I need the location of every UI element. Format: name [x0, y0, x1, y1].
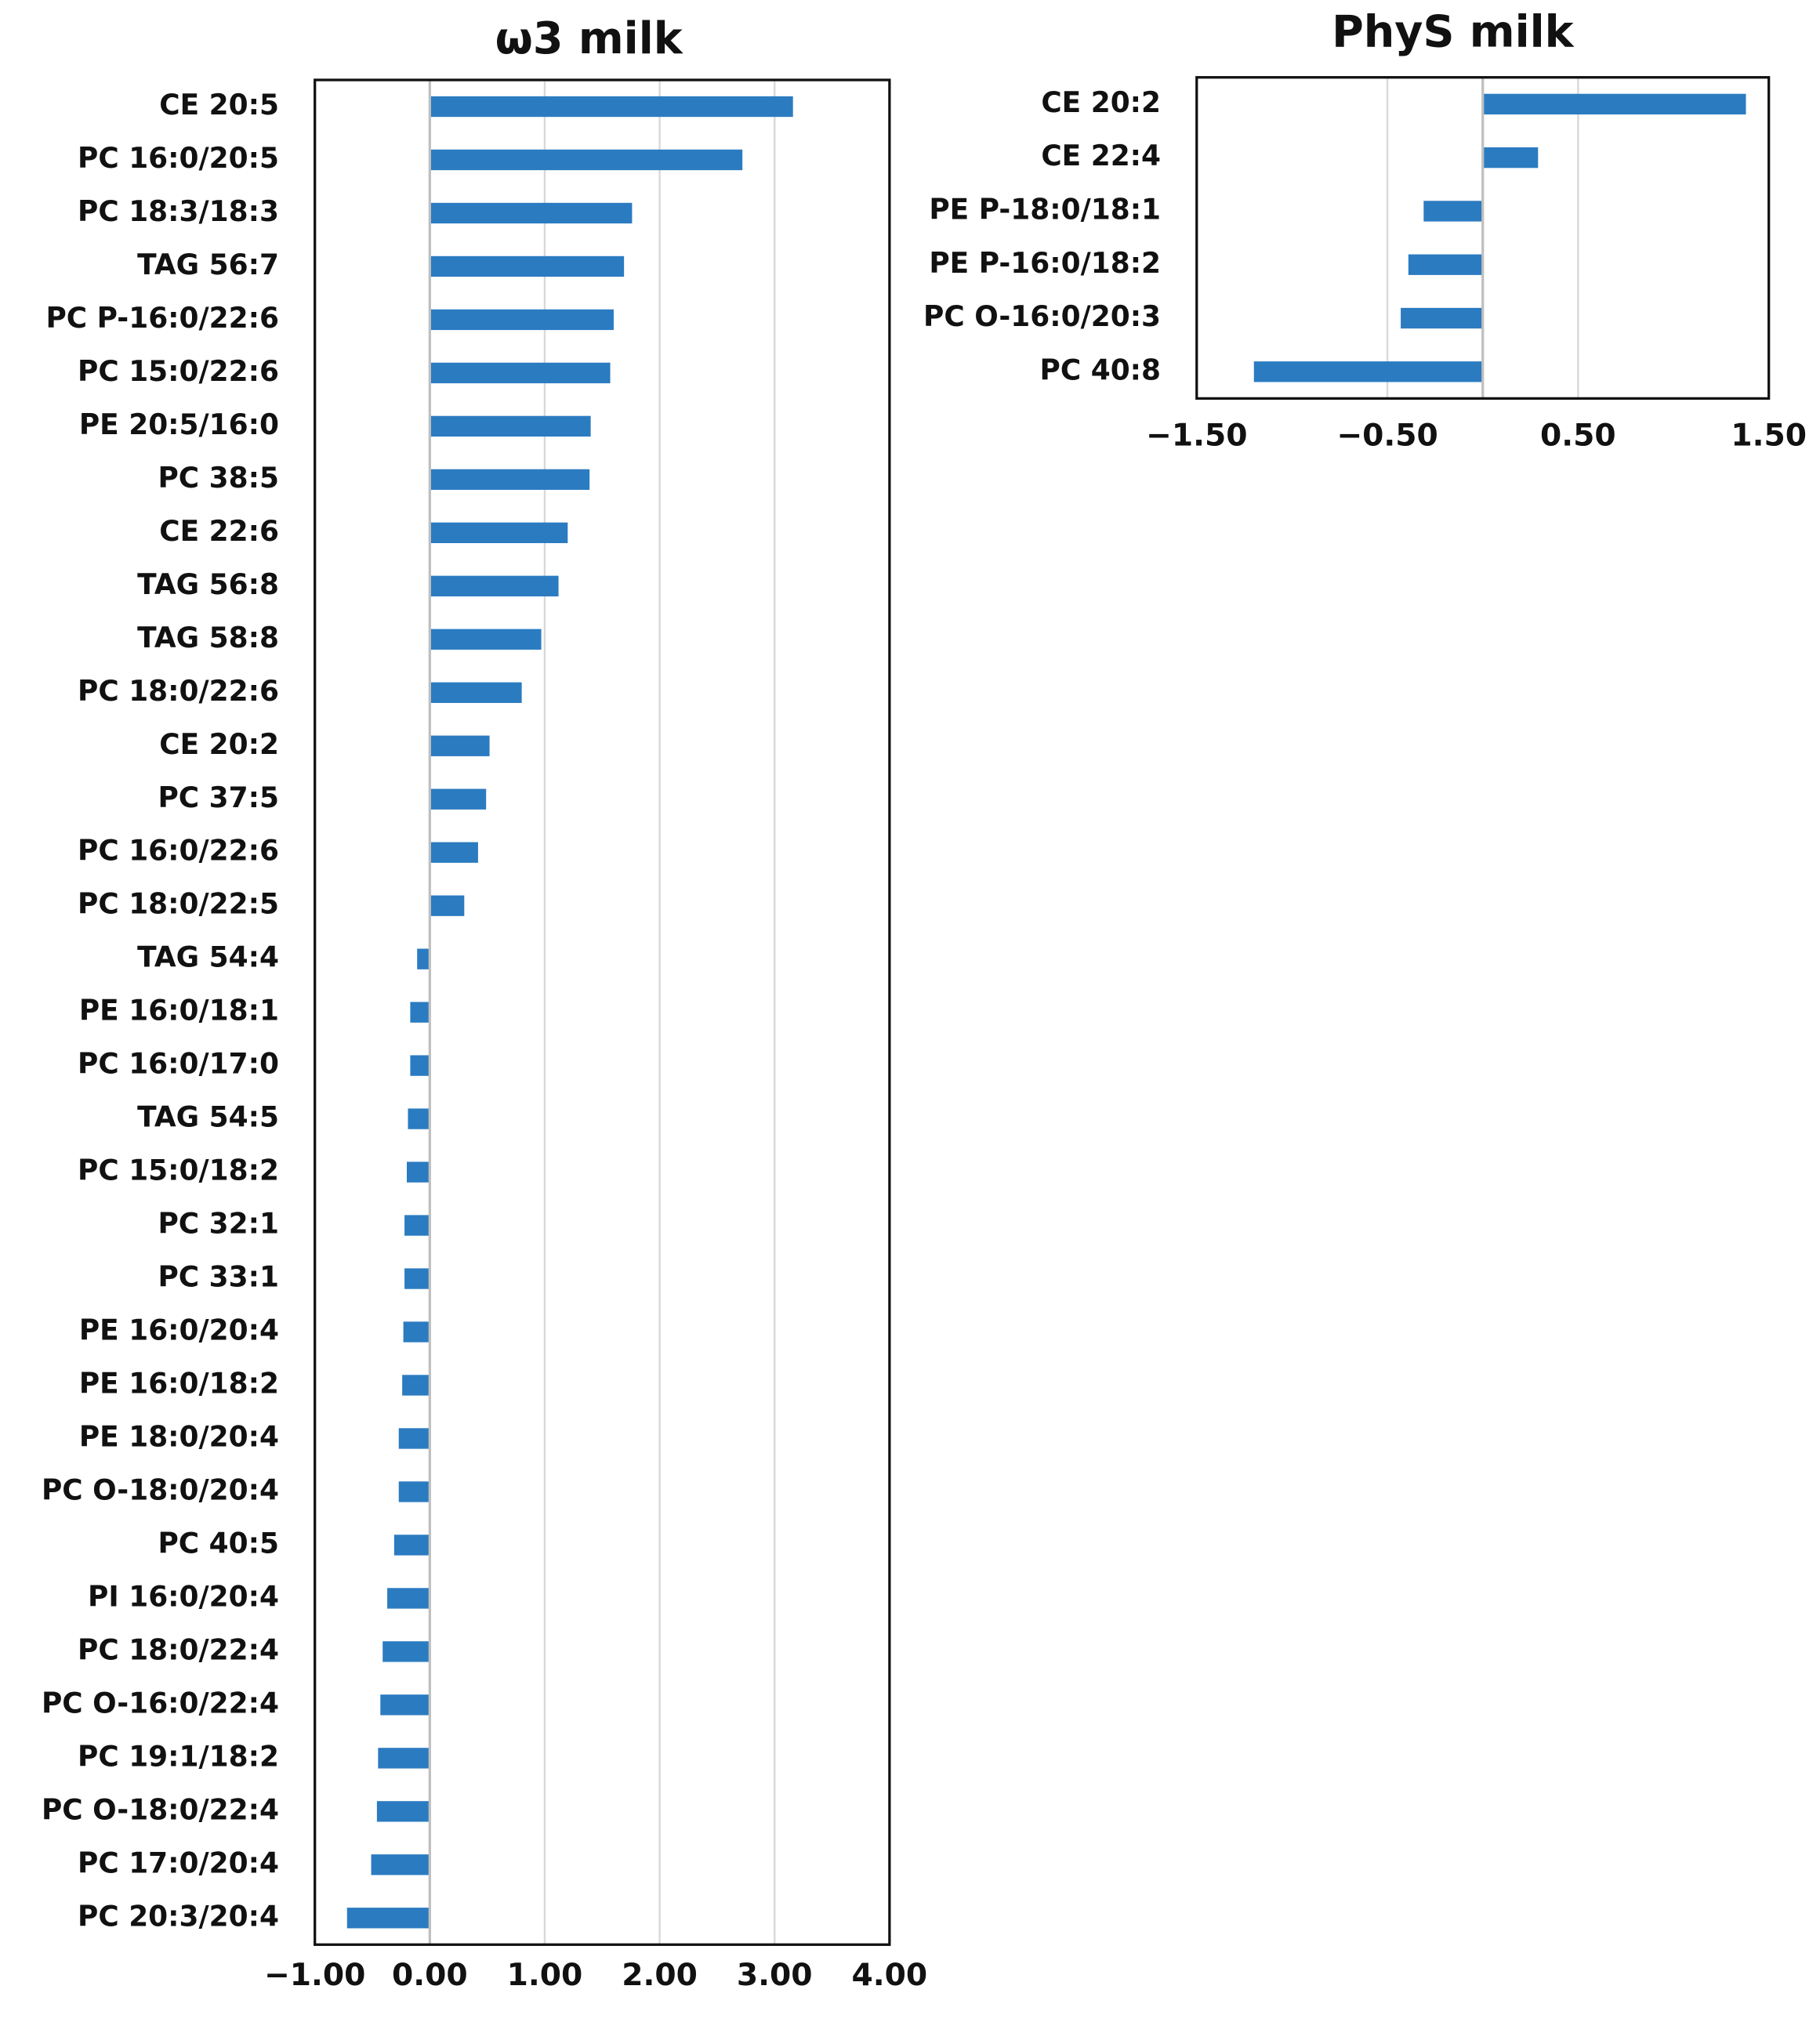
y-tick-label: PC 16:0/17:0: [78, 1048, 279, 1081]
y-tick-label: PC P-16:0/22:6: [45, 302, 279, 335]
y-tick-label: PC 16:0/20:5: [78, 142, 279, 175]
bar: [371, 1854, 430, 1875]
bar: [430, 682, 522, 703]
bar: [398, 1481, 430, 1502]
bar: [1482, 147, 1539, 168]
x-tick-label: −1.00: [264, 1957, 366, 1993]
bar: [382, 1641, 430, 1662]
bar: [393, 1535, 430, 1556]
y-tick-label: PE 16:0/20:4: [79, 1314, 279, 1346]
bar: [417, 948, 430, 969]
bar: [430, 362, 611, 384]
bar: [408, 1108, 430, 1129]
y-tick-label: PC O-16:0/22:4: [42, 1687, 279, 1719]
bar: [430, 575, 559, 596]
y-tick-label: PI 16:0/20:4: [88, 1580, 279, 1613]
y-tick-label: CE 22:4: [1041, 140, 1161, 172]
x-tick-label: 1.50: [1731, 417, 1807, 453]
x-tick-label: −1.50: [1146, 417, 1248, 453]
y-tick-label: PC 17:0/20:4: [78, 1846, 279, 1879]
bar: [430, 415, 591, 437]
y-tick-label: PE 20:5/16:0: [79, 408, 279, 441]
bar: [430, 469, 590, 491]
x-tick-label: 3.00: [737, 1957, 813, 1993]
bar: [1423, 201, 1483, 222]
plot-frame: [314, 78, 891, 1946]
y-tick-label: PC 15:0/22:6: [78, 355, 279, 388]
x-tick-label: 0.00: [392, 1957, 468, 1993]
bar: [380, 1694, 430, 1716]
plot-frame: [1195, 76, 1771, 400]
bar: [403, 1321, 430, 1343]
y-tick-label: PC 32:1: [158, 1207, 279, 1240]
y-tick-label: PC 37:5: [158, 781, 279, 814]
bar: [410, 1055, 430, 1076]
bar: [430, 149, 743, 171]
bar: [430, 202, 633, 224]
bar: [430, 522, 568, 543]
x-tick-label: −0.50: [1336, 417, 1438, 453]
y-tick-label: PC 18:0/22:4: [78, 1633, 279, 1666]
bar: [407, 1161, 430, 1183]
chart-title: ω3 milk: [495, 13, 684, 64]
y-tick-label: PC O-18:0/20:4: [42, 1473, 279, 1506]
y-tick-label: PC O-18:0/22:4: [42, 1793, 279, 1826]
y-tick-label: PC 33:1: [158, 1260, 279, 1293]
bar: [410, 1002, 430, 1023]
x-tick-label: 0.50: [1540, 417, 1616, 453]
y-tick-label: PC 18:0/22:6: [78, 675, 279, 708]
y-tick-label: CE 20:2: [1041, 86, 1161, 119]
x-tick-label: 4.00: [852, 1957, 928, 1993]
x-tick-label: 1.00: [507, 1957, 583, 1993]
x-tick-label: 2.00: [622, 1957, 698, 1993]
y-tick-label: PC 40:8: [1040, 353, 1162, 386]
y-tick-label: TAG 56:7: [137, 248, 279, 281]
bar: [346, 1908, 430, 1929]
bar: [378, 1748, 430, 1769]
bar: [1408, 254, 1483, 275]
y-tick-label: TAG 54:5: [137, 1101, 279, 1134]
y-tick-label: PC O-16:0/20:3: [923, 300, 1161, 333]
bar: [430, 842, 478, 863]
chart-title: PhyS milk: [1332, 6, 1575, 57]
bar: [430, 96, 793, 118]
y-tick-label: PC 18:0/22:5: [78, 888, 279, 921]
bar: [430, 255, 625, 277]
y-tick-label: CE 22:6: [159, 515, 279, 548]
bar: [430, 629, 542, 650]
y-tick-label: CE 20:5: [159, 89, 279, 121]
bar: [398, 1428, 430, 1449]
bar: [376, 1801, 430, 1822]
y-tick-label: PE P-16:0/18:2: [929, 247, 1161, 280]
y-tick-label: PC 18:3/18:3: [78, 195, 279, 228]
y-tick-label: TAG 54:4: [137, 941, 279, 974]
bar: [402, 1375, 430, 1396]
y-tick-label: PE 16:0/18:1: [79, 995, 279, 1027]
bar: [430, 788, 487, 810]
y-tick-label: TAG 56:8: [137, 568, 279, 601]
y-tick-label: PC 15:0/18:2: [78, 1154, 279, 1187]
bar: [404, 1215, 430, 1236]
bar: [430, 735, 490, 756]
y-tick-label: PC 38:5: [158, 462, 279, 495]
bar: [1253, 361, 1483, 382]
y-tick-label: PC 19:1/18:2: [78, 1740, 279, 1773]
bar: [1482, 93, 1746, 115]
bar: [387, 1588, 430, 1609]
y-tick-label: PE 16:0/18:2: [79, 1367, 279, 1400]
bar: [404, 1268, 430, 1289]
y-tick-label: CE 20:2: [159, 728, 279, 761]
y-tick-label: PC 16:0/22:6: [78, 835, 279, 868]
y-tick-label: TAG 58:8: [137, 621, 279, 654]
y-tick-label: PC 20:3/20:4: [78, 1900, 279, 1933]
bar: [430, 895, 465, 916]
bar: [1401, 307, 1483, 329]
bar: [430, 309, 614, 331]
y-tick-label: PC 40:5: [158, 1527, 279, 1560]
y-tick-label: PE 18:0/20:4: [79, 1420, 279, 1453]
y-tick-label: PE P-18:0/18:1: [929, 193, 1161, 226]
